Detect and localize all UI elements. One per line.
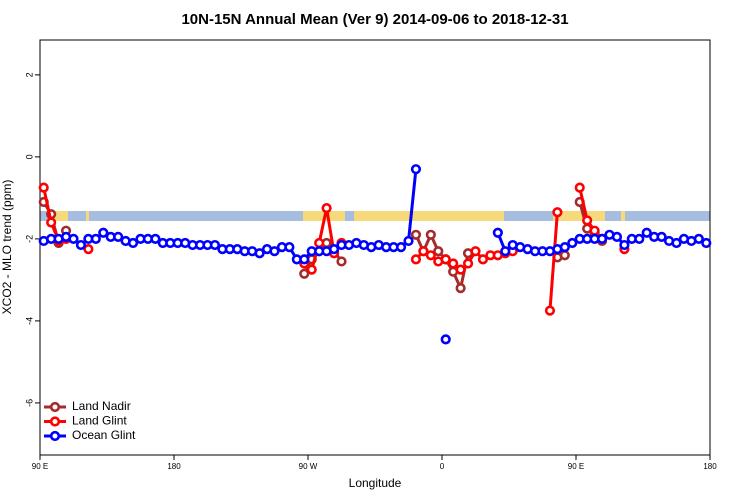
data-point — [269, 246, 280, 257]
plot-frame — [39, 39, 711, 456]
legend-marker — [49, 430, 61, 442]
data-point — [90, 233, 101, 244]
land-patch — [621, 211, 625, 221]
data-point — [418, 246, 429, 257]
data-point — [544, 305, 556, 316]
legend-label: Land Glint — [72, 414, 127, 428]
data-point — [410, 164, 422, 175]
data-point — [46, 217, 57, 228]
data-point — [462, 258, 474, 269]
y-tick-label: 2 — [24, 72, 34, 77]
y-axis-label: XCO2 - MLO trend (ppm) — [0, 180, 14, 315]
data-point — [455, 282, 466, 294]
data-point — [574, 182, 585, 193]
data-point — [403, 235, 414, 247]
data-point — [693, 233, 704, 244]
data-point — [552, 207, 563, 218]
y-tick-label: -4 — [24, 317, 34, 325]
data-point — [98, 227, 109, 238]
series-line — [578, 187, 604, 240]
data-point — [656, 231, 667, 242]
data-point — [75, 239, 87, 251]
data-point — [477, 254, 489, 265]
data-point — [701, 237, 712, 249]
x-tick-label: 180 — [167, 462, 181, 471]
land-patch — [86, 211, 89, 221]
data-point — [589, 225, 600, 236]
data-point — [470, 246, 481, 257]
data-point — [492, 227, 503, 238]
data-point — [641, 227, 652, 238]
data-point — [582, 215, 593, 226]
x-axis-label: Longitude — [349, 476, 402, 490]
data-point — [455, 264, 466, 275]
legend-marker — [49, 416, 61, 427]
data-point — [448, 258, 459, 269]
legend-label: Ocean Glint — [72, 428, 136, 442]
data-point — [596, 233, 608, 244]
data-point — [559, 250, 570, 261]
data-point — [150, 233, 161, 244]
data-point — [619, 239, 630, 251]
surface-strip — [40, 211, 710, 221]
data-point — [321, 203, 332, 214]
data-point — [306, 264, 317, 275]
y-tick-label: -6 — [24, 399, 34, 407]
y-tick-label: 0 — [24, 154, 34, 159]
data-point — [209, 239, 221, 251]
x-tick-label: 90 E — [568, 462, 584, 471]
data-point — [671, 237, 682, 249]
data-point — [336, 256, 347, 267]
data-point — [559, 241, 570, 253]
data-point — [68, 233, 79, 244]
data-point — [395, 241, 407, 253]
data-point — [425, 229, 436, 240]
data-point — [83, 244, 94, 255]
legend-marker — [49, 401, 61, 413]
data-point — [299, 254, 310, 265]
data-point — [127, 237, 139, 249]
data-point — [254, 248, 265, 259]
data-point — [299, 268, 310, 279]
data-point — [38, 182, 49, 193]
chart-title: 10N-15N Annual Mean (Ver 9) 2014-09-06 t… — [181, 11, 568, 28]
data-point — [113, 231, 124, 242]
land-patch — [553, 211, 605, 221]
x-tick-label: 180 — [703, 462, 717, 471]
data-point — [567, 237, 578, 249]
data-point — [314, 237, 325, 249]
data-point — [611, 231, 623, 242]
land-patch — [50, 211, 68, 221]
data-point — [440, 334, 451, 345]
land-patch — [354, 211, 504, 221]
data-point — [634, 233, 645, 244]
x-tick-label: 90 W — [299, 462, 318, 471]
legend-label: Land Nadir — [72, 399, 131, 413]
data-point — [500, 246, 511, 257]
data-point — [425, 250, 436, 261]
data-point — [328, 244, 340, 255]
x-tick-label: 90 E — [32, 462, 48, 471]
x-tick-label: 0 — [440, 462, 445, 471]
series-line — [548, 212, 559, 311]
data-point — [410, 254, 422, 265]
data-point — [284, 241, 295, 253]
series — [38, 164, 712, 345]
y-tick-label: -2 — [24, 235, 34, 243]
data-point — [440, 254, 451, 265]
data-point — [410, 229, 422, 240]
series — [38, 182, 630, 316]
data-point — [433, 246, 444, 257]
